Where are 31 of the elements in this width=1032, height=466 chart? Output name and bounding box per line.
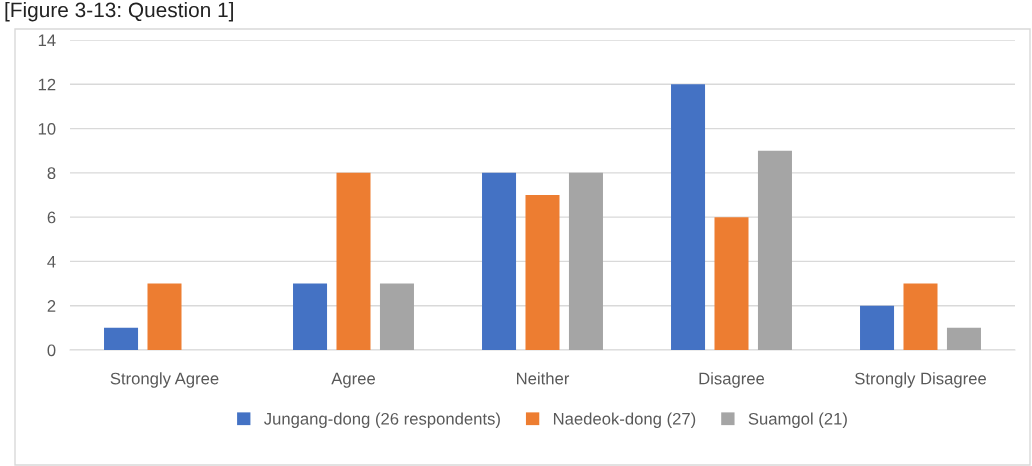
bar <box>336 172 371 350</box>
bar <box>714 217 749 350</box>
y-tick-label: 4 <box>47 256 56 268</box>
legend-label: Jungang-dong (26 respondents) <box>264 412 500 428</box>
bar <box>860 305 895 350</box>
bar <box>946 327 981 350</box>
chart-title: [Figure 3-13: Question 1] <box>5 2 233 22</box>
bar <box>104 327 139 350</box>
bar <box>568 172 603 350</box>
x-tick-label: Strongly Agree <box>110 372 219 388</box>
bar <box>293 283 328 350</box>
bar <box>903 283 938 350</box>
bar <box>379 283 414 350</box>
y-tick-label: 8 <box>47 167 56 180</box>
x-tick-label: Strongly Disagree <box>855 372 986 388</box>
y-tick-label: 14 <box>38 34 56 47</box>
bar <box>757 150 792 350</box>
y-tick-label: 10 <box>38 122 56 135</box>
bar <box>147 283 182 350</box>
legend-label: Suamgol (21) <box>748 412 847 428</box>
bar <box>525 195 560 350</box>
bar <box>671 84 706 350</box>
bar <box>482 172 517 350</box>
y-tick-label: 12 <box>38 78 56 91</box>
y-tick-label: 6 <box>47 211 56 224</box>
legend-label: Naedeok-dong (27) <box>553 412 696 428</box>
x-tick-label: Disagree <box>699 372 765 388</box>
y-tick-label: 2 <box>47 300 56 312</box>
x-tick-label: Neither <box>517 372 570 385</box>
y-tick-label: 0 <box>47 344 56 357</box>
x-tick-label: Agree <box>331 372 375 388</box>
